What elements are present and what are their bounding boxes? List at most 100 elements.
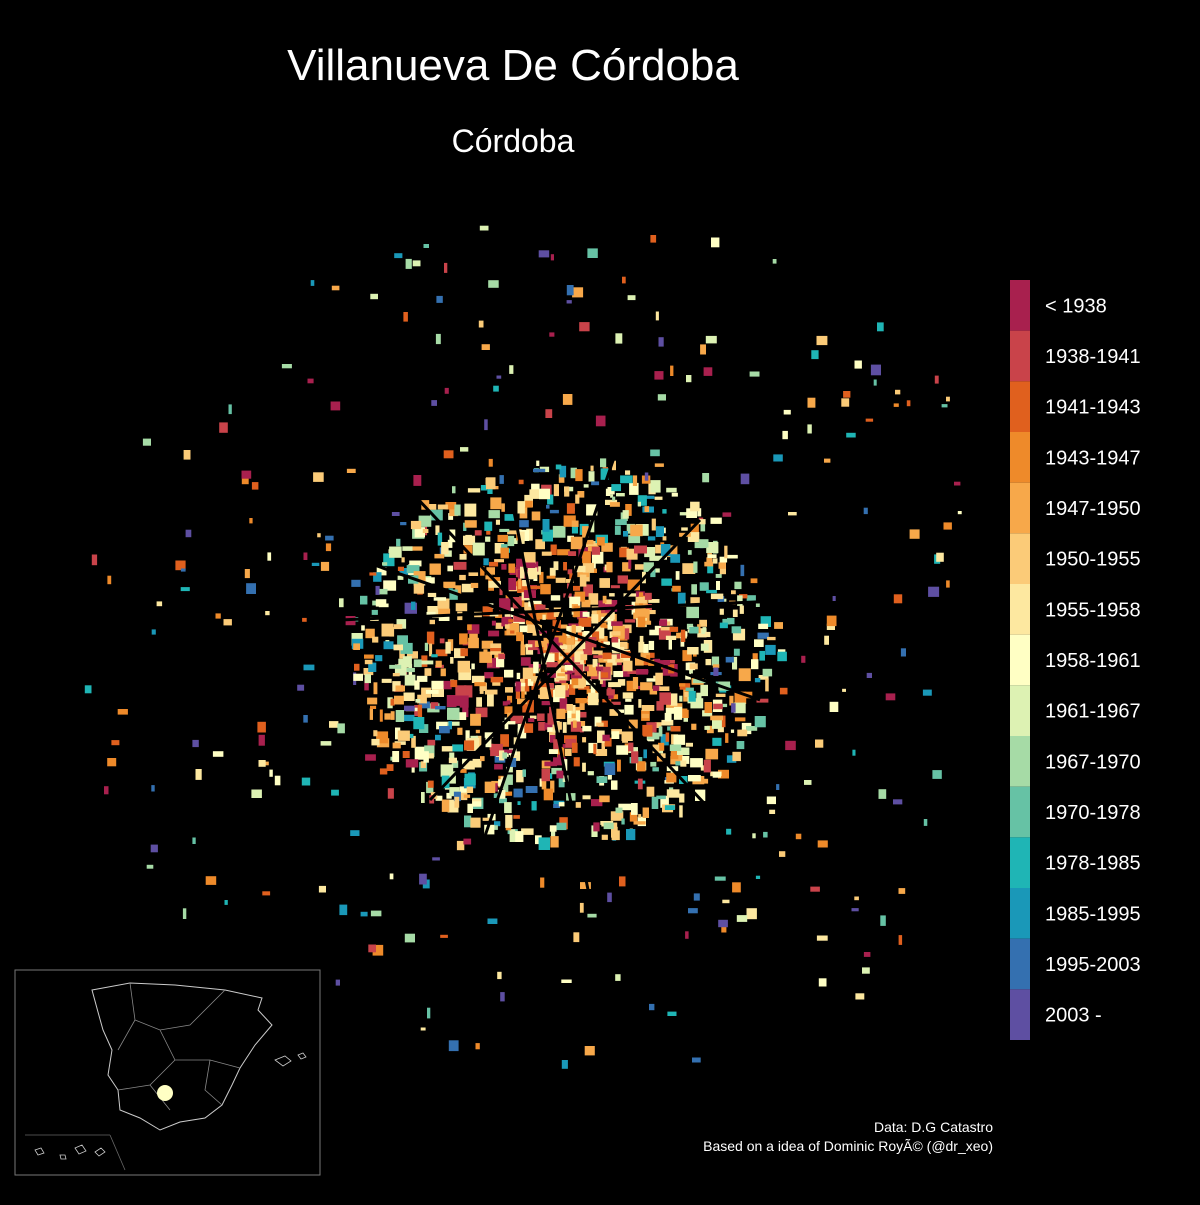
building <box>801 655 806 663</box>
building <box>695 778 709 784</box>
building <box>586 504 598 516</box>
building <box>738 668 751 682</box>
building <box>195 769 202 780</box>
building <box>460 768 467 773</box>
building <box>662 665 671 676</box>
building <box>654 496 663 500</box>
building <box>700 519 706 532</box>
building <box>712 664 720 668</box>
building <box>117 709 128 715</box>
building <box>507 535 515 547</box>
building <box>455 685 467 696</box>
building <box>513 815 520 819</box>
building <box>513 737 518 745</box>
building <box>460 447 469 452</box>
building <box>571 524 578 534</box>
building <box>649 629 661 636</box>
building <box>602 734 610 742</box>
building <box>628 556 632 569</box>
building <box>654 463 664 467</box>
building <box>496 657 505 668</box>
building <box>587 692 599 706</box>
building <box>449 787 460 797</box>
building <box>957 511 962 515</box>
building <box>404 674 416 686</box>
building <box>516 558 524 569</box>
building <box>443 680 452 690</box>
building <box>456 712 467 720</box>
building <box>626 680 637 692</box>
building <box>484 521 493 531</box>
building <box>660 626 674 631</box>
building <box>467 624 480 634</box>
building <box>954 481 961 486</box>
building <box>383 553 395 567</box>
building <box>542 614 546 620</box>
building <box>706 589 717 594</box>
building <box>478 320 484 328</box>
building <box>504 514 515 521</box>
building <box>215 613 221 619</box>
building <box>494 821 501 827</box>
building <box>718 919 728 928</box>
building <box>495 622 503 629</box>
building <box>675 571 680 580</box>
building <box>488 510 500 519</box>
building <box>539 778 544 787</box>
building <box>528 718 535 722</box>
building <box>605 599 612 605</box>
building <box>722 899 730 904</box>
building <box>928 586 940 597</box>
building <box>479 225 489 231</box>
building <box>731 626 742 634</box>
building <box>603 641 610 645</box>
building <box>274 775 281 786</box>
building <box>487 694 494 707</box>
building <box>499 528 510 532</box>
building <box>641 705 655 711</box>
building <box>389 664 402 669</box>
building <box>488 630 500 637</box>
building <box>509 365 514 374</box>
building <box>414 527 425 538</box>
building <box>767 636 776 641</box>
building <box>395 685 405 692</box>
building <box>546 575 556 579</box>
building <box>582 642 593 656</box>
building <box>494 783 498 792</box>
building <box>611 621 623 627</box>
building <box>550 780 555 793</box>
building <box>782 430 788 440</box>
building <box>587 913 597 918</box>
building <box>368 662 377 672</box>
building <box>519 520 529 528</box>
building <box>516 770 524 783</box>
building <box>650 566 656 578</box>
building <box>488 280 499 288</box>
building <box>766 796 776 805</box>
building <box>846 432 856 438</box>
building <box>547 609 557 620</box>
building <box>647 652 655 658</box>
building <box>644 592 652 600</box>
building <box>583 484 589 488</box>
building <box>269 769 273 777</box>
building <box>607 771 612 780</box>
building <box>574 651 584 663</box>
building <box>575 698 587 704</box>
street <box>359 558 761 702</box>
building <box>733 648 740 656</box>
building <box>877 322 884 332</box>
building <box>546 662 559 668</box>
building <box>719 608 724 615</box>
building <box>598 636 608 645</box>
street <box>468 439 622 881</box>
building <box>499 587 503 596</box>
street <box>498 439 592 901</box>
building <box>496 375 502 379</box>
building <box>510 715 524 724</box>
building <box>566 285 574 296</box>
building <box>734 691 747 704</box>
building <box>688 775 701 782</box>
building <box>404 602 417 614</box>
